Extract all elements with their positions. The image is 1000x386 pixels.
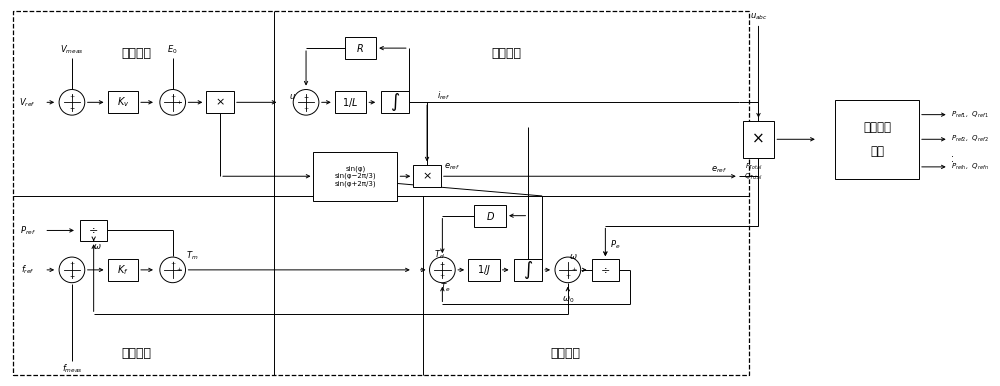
Text: $P_{ref1}$,  $Q_{ref1}$: $P_{ref1}$, $Q_{ref1}$ [951,110,988,120]
Text: $Q_{Total}$: $Q_{Total}$ [744,172,763,182]
Text: +: + [303,106,309,111]
Text: $E_0$: $E_0$ [167,44,178,56]
Text: $R$: $R$ [356,42,364,54]
Text: $1/J$: $1/J$ [477,263,491,277]
Bar [206,91,234,113]
Text: ·: · [951,152,954,162]
Text: $\int$: $\int$ [390,91,400,113]
Text: $V_{ref}$: $V_{ref}$ [19,96,36,108]
Text: ÷: ÷ [89,225,98,235]
Text: +: + [176,267,181,273]
Bar [108,259,138,281]
Text: $\omega$: $\omega$ [93,242,102,251]
Text: +: + [170,95,175,100]
Text: 单元: 单元 [870,145,884,157]
Bar [335,91,366,113]
Text: −: − [303,94,309,99]
Circle shape [555,257,581,283]
Text: $T_m$: $T_m$ [186,250,199,262]
Bar [108,91,138,113]
Bar [592,259,619,281]
Bar [468,259,500,281]
Text: +: + [69,95,75,100]
Text: $P_{ref2}$,  $Q_{ref2}$: $P_{ref2}$, $Q_{ref2}$ [951,134,988,144]
Circle shape [160,90,186,115]
Text: $f_{ref}$: $f_{ref}$ [21,264,34,276]
Bar [345,37,376,59]
Bar [80,220,107,241]
Circle shape [59,90,85,115]
Text: ·: · [951,157,954,167]
Text: $T_d$: $T_d$ [434,249,445,261]
Bar [381,91,409,113]
Text: $f_{meas}$: $f_{meas}$ [62,362,82,375]
Text: ×: × [422,171,432,181]
Bar [514,259,542,281]
Text: $u$: $u$ [289,92,296,101]
Text: $V_{meas}$: $V_{meas}$ [60,44,84,56]
Text: −: − [440,261,445,266]
Bar [743,120,774,158]
Text: $i_{ref}$: $i_{ref}$ [437,89,450,102]
Text: $\int$: $\int$ [523,259,533,281]
Bar [413,166,441,187]
Text: −: − [69,106,75,111]
Text: −: − [69,273,75,278]
Text: $K_v$: $K_v$ [117,95,130,109]
Text: 无功控制: 无功控制 [121,47,151,59]
Circle shape [430,257,455,283]
Text: +: + [69,261,75,266]
Text: $T_e$: $T_e$ [440,281,451,294]
Text: $\omega$: $\omega$ [569,252,578,261]
Text: $\omega_0$: $\omega_0$ [562,294,574,305]
Circle shape [293,90,319,115]
Text: ×: × [752,132,765,147]
Text: 功率分配: 功率分配 [863,121,891,134]
Text: $1/L$: $1/L$ [342,96,359,109]
Bar [313,152,397,201]
Text: ÷: ÷ [601,265,610,275]
Text: 机械部分: 机械部分 [551,347,581,360]
Text: +: + [176,100,181,105]
Text: $D$: $D$ [486,210,495,222]
Bar [13,11,749,375]
Circle shape [59,257,85,283]
Text: $P_{Total}$: $P_{Total}$ [745,162,762,172]
Text: $K_f$: $K_f$ [117,263,129,277]
Text: +: + [440,273,445,278]
Text: $P_e$: $P_e$ [610,239,620,252]
Text: $P_{refn}$,  $Q_{refn}$: $P_{refn}$, $Q_{refn}$ [951,162,989,172]
Text: $u_{abc}$: $u_{abc}$ [750,11,767,22]
Text: $e_{ref}$: $e_{ref}$ [444,161,460,172]
Bar [474,205,506,227]
Text: sin(φ)
sin(φ−2π/3)
sin(φ+2π/3): sin(φ) sin(φ−2π/3) sin(φ+2π/3) [335,166,376,187]
Text: 电气部分: 电气部分 [492,47,522,59]
Circle shape [160,257,186,283]
Bar [835,100,919,179]
Text: +: + [170,261,175,266]
Text: ×: × [215,97,225,107]
Text: +: + [571,267,576,273]
Text: 有功控制: 有功控制 [121,347,151,360]
Text: +: + [565,273,570,278]
Text: $P_{ref}$: $P_{ref}$ [20,224,35,237]
Text: $e_{ref}$: $e_{ref}$ [711,164,727,174]
